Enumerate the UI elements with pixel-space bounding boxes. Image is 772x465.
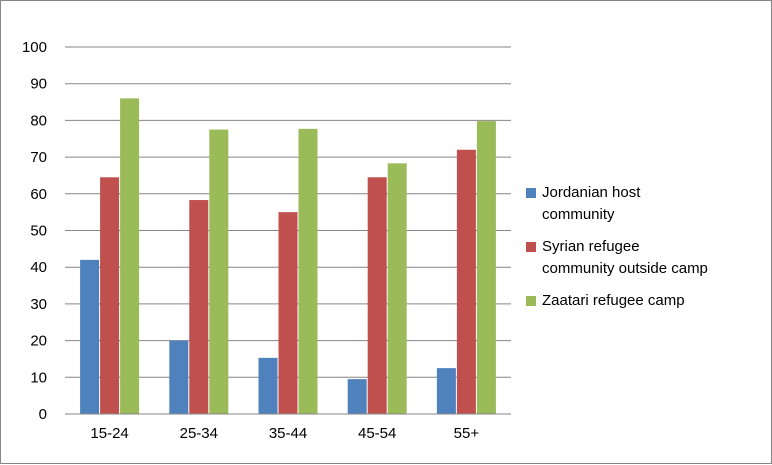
bar-45-54-series-1 <box>367 177 387 414</box>
y-tick-label: 20 <box>30 333 47 350</box>
x-axis-tick-labels: 15-24 25-34 35-44 45-54 55+ <box>90 425 479 442</box>
bar-55+-series-1 <box>456 149 476 414</box>
bar-55+-series-0 <box>436 368 456 414</box>
bar-35-44-series-1 <box>278 212 298 414</box>
y-axis-tick-labels: 0 10 20 30 40 50 60 70 80 90 100 <box>22 39 47 423</box>
bar-15-24-series-2 <box>120 98 140 414</box>
y-tick-label: 30 <box>30 296 47 313</box>
x-tick-label: 25-34 <box>180 425 218 442</box>
bar-35-44-series-2 <box>298 128 318 414</box>
x-tick-label: 35-44 <box>269 425 307 442</box>
y-tick-label: 10 <box>30 369 47 386</box>
bar-45-54-series-0 <box>347 379 367 414</box>
legend-item-jordanian: Jordanian host community <box>526 182 766 226</box>
y-tick-label: 100 <box>22 39 47 56</box>
legend-item-syrian: Syrian refugee community outside camp <box>526 236 766 280</box>
bar-45-54-series-2 <box>387 163 407 414</box>
y-tick-label: 80 <box>30 112 47 129</box>
y-tick-label: 50 <box>30 223 47 240</box>
y-tick-label: 60 <box>30 186 47 203</box>
legend-label-line2: community outside camp <box>542 260 708 277</box>
y-tick-label: 40 <box>30 259 47 276</box>
legend-label-line1: Zaatari refugee camp <box>542 292 685 309</box>
x-tick-label: 15-24 <box>90 425 128 442</box>
bar-15-24-series-1 <box>100 177 120 414</box>
legend-label-line1: Jordanian host <box>542 184 641 201</box>
bar-55+-series-2 <box>476 121 496 414</box>
legend-item-zaatari: Zaatari refugee camp <box>526 290 766 312</box>
legend-label-line1: Syrian refugee <box>542 238 640 255</box>
bar-25-34-series-0 <box>169 340 189 414</box>
legend-label-line2: community <box>542 206 615 223</box>
y-tick-label: 70 <box>30 149 47 166</box>
x-tick-label: 45-54 <box>358 425 396 442</box>
bar-25-34-series-1 <box>189 200 209 414</box>
legend-swatch <box>526 296 536 306</box>
legend-swatch <box>526 188 536 198</box>
legend-swatch <box>526 242 536 252</box>
bars <box>80 98 496 414</box>
y-tick-label: 0 <box>39 406 47 423</box>
legend: Jordanian host community Syrian refugee … <box>526 182 766 322</box>
bar-25-34-series-2 <box>209 129 229 414</box>
y-tick-label: 90 <box>30 76 47 93</box>
x-tick-label: 55+ <box>454 425 480 442</box>
bar-35-44-series-0 <box>258 357 278 414</box>
bar-15-24-series-0 <box>80 259 100 414</box>
